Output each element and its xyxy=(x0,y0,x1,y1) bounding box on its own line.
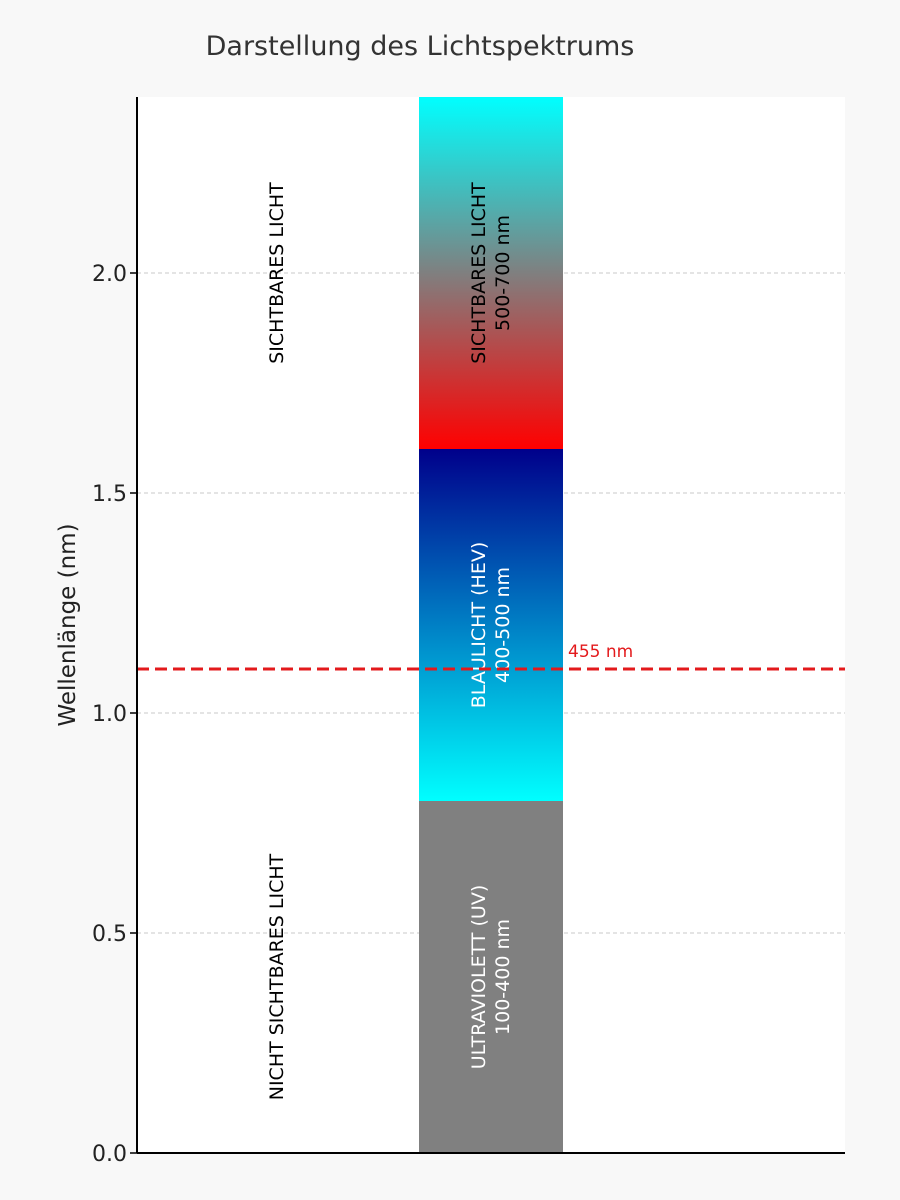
spectrum-band-bar xyxy=(419,97,563,449)
band-name-label: ULTRAVIOLETT (UV) xyxy=(468,885,490,1070)
y-axis-label: Wellenlänge (nm) xyxy=(55,523,81,726)
y-tick-label: 0.5 xyxy=(92,922,127,947)
y-tick-label: 2.0 xyxy=(92,262,127,287)
chart-title: Darstellung des Lichtspektrums xyxy=(206,31,635,62)
band-range-label: 400-500 nm xyxy=(492,567,514,683)
spectrum-band-bar xyxy=(419,801,563,1153)
reference-line-label: 455 nm xyxy=(568,642,633,662)
band-name-label: BLAULICHT (HEV) xyxy=(468,542,490,708)
y-tick-label: 1.0 xyxy=(92,702,127,727)
band-name-label: SICHTBARES LICHT xyxy=(468,182,490,364)
axes: 0.0 0.5 1.0 1.5 2.0 xyxy=(92,97,845,1167)
spectrum-bands: ULTRAVIOLETT (UV) 100-400 nm BLAULICHT (HE… xyxy=(419,97,563,1153)
region-label: NICHT SICHTBARES LICHT xyxy=(266,853,288,1100)
band-range-label: 500-700 nm xyxy=(492,215,514,331)
y-tick-label: 0.0 xyxy=(92,1142,127,1167)
reference-line-group: 455 nm xyxy=(137,642,845,671)
region-label: SICHTBARES LICHT xyxy=(266,182,288,364)
region-labels: NICHT SICHTBARES LICHT SICHTBARES LICHT xyxy=(266,182,288,1100)
band-range-label: 100-400 nm xyxy=(492,919,514,1035)
y-tick-label: 1.5 xyxy=(92,482,127,507)
spectrum-band-bar xyxy=(419,449,563,801)
